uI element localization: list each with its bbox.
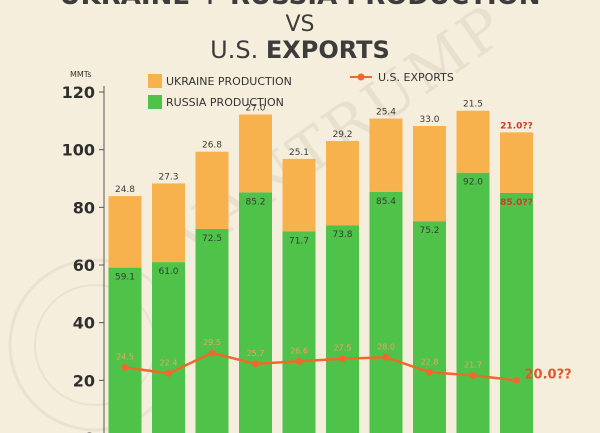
bar-label-russia: 59.1: [115, 273, 135, 283]
bar-russia: [326, 225, 359, 433]
exports-point: [208, 349, 216, 357]
bar-russia: [282, 231, 316, 433]
bar-ukraine: [369, 118, 403, 192]
bar-ukraine: [108, 196, 142, 268]
bar-ukraine: [152, 183, 185, 263]
legend-swatch-russia: [148, 95, 162, 109]
y-tick-label: 100: [62, 141, 95, 160]
bar-russia: [239, 192, 272, 433]
y-tick-label: 60: [73, 256, 95, 275]
bar-label-russia: 72.5: [202, 234, 222, 244]
y-tick-label: 20: [73, 371, 95, 390]
chart-title-line3: U.S. EXPORTS: [210, 36, 390, 64]
exports-point-label: 27.5: [334, 344, 352, 353]
bar-label-ukraine: 24.8: [115, 185, 135, 195]
exports-series-line: [124, 351, 517, 382]
chart-title-line1: UKRAINE + RUSSIA PRODUCTION: [60, 0, 541, 11]
exports-point-label: 21.7: [464, 360, 482, 369]
bar-label-ukraine: 33.0: [419, 115, 439, 125]
exports-point: [469, 371, 477, 379]
bar-label-ukraine: 27.3: [158, 172, 178, 182]
bar-label-ukraine: 26.8: [202, 141, 222, 151]
bar-russia: [413, 221, 446, 433]
exports-point: [513, 376, 520, 384]
bar-label-ukraine: 29.2: [332, 130, 352, 140]
bar-label-ukraine: 21.5: [463, 100, 483, 110]
exports-point-label: 24.5: [116, 352, 134, 361]
exports-point: [295, 357, 303, 365]
bar-label-russia: 61.0: [158, 267, 178, 277]
bar-label-russia: 75.2: [419, 226, 439, 236]
bar-russia: [369, 191, 403, 433]
exports-point-label: 25.7: [247, 349, 265, 358]
legend-label-ukraine: UKRAINE PRODUCTION: [166, 75, 292, 88]
y-tick-label: 120: [62, 83, 95, 102]
bar-label-ukraine: 25.4: [376, 108, 396, 118]
legend-swatch-ukraine: [148, 74, 162, 88]
bar-russia: [456, 172, 490, 433]
exports-point-label: 22.8: [421, 357, 439, 366]
legend: UKRAINE PRODUCTION RUSSIA PRODUCTION U.S…: [148, 71, 454, 109]
bar-ukraine: [326, 141, 359, 226]
chart-title-line3-bold: EXPORTS: [266, 36, 390, 64]
exports-point: [426, 368, 433, 376]
exports-point: [121, 363, 129, 371]
y-tick-label: 0: [84, 429, 95, 433]
y-tick-label: 80: [73, 198, 95, 217]
bar-russia: [500, 192, 533, 433]
bar-label-russia: 92.0: [463, 178, 483, 188]
exports-point: [252, 360, 259, 368]
bar-russia: [152, 262, 185, 433]
bar-label-russia: 73.8: [332, 230, 352, 240]
bar-label-russia: 85.4: [376, 197, 396, 207]
legend-label-russia: RUSSIA PRODUCTION: [166, 96, 284, 109]
bar-label-russia: 85.0??: [500, 198, 533, 208]
exports-point-label: 26.6: [290, 346, 308, 355]
bar-ukraine: [195, 151, 229, 229]
chart-title-line2: VS: [285, 12, 314, 37]
exports-line: 24.5 22.4 29.5 25.7 26.6 27.5 28.0 22.8 21.7 20.0…: [116, 338, 572, 384]
exports-point: [165, 369, 172, 377]
exports-point-label: 29.5: [203, 338, 221, 347]
bar-ukraine: [239, 114, 272, 193]
bar-ukraine: [456, 110, 490, 173]
bar-ukraine: [500, 132, 533, 193]
bar-ukraine: [413, 126, 446, 222]
bar-label-russia: 71.7: [289, 236, 309, 246]
bar-label-russia: 85.2: [245, 197, 265, 207]
exports-point: [339, 355, 346, 363]
y-unit-label: MMTs: [70, 70, 92, 79]
bar-label-ukraine: 21.0??: [500, 121, 533, 131]
bar-russia: [195, 228, 229, 433]
bar-russia: [108, 267, 142, 433]
exports-point-label: 20.0??: [525, 367, 572, 382]
exports-point-label: 28.0: [377, 342, 395, 351]
bar-ukraine: [282, 158, 316, 232]
chart-title-line3-prefix: U.S.: [210, 36, 266, 64]
legend-label-exports: U.S. EXPORTS: [378, 71, 454, 84]
bars: 59.1 24.8 61.0 27.3 72.5 26.8 85.2 27.0 71.7 25.1…: [108, 100, 533, 433]
exports-point: [382, 353, 390, 361]
exports-point-label: 22.4: [160, 358, 178, 367]
bar-label-ukraine: 25.1: [289, 148, 309, 158]
y-tick-label: 40: [73, 314, 95, 333]
legend-swatch-exports-marker: [357, 73, 365, 81]
y-ticks: 0 20 40 60 80 100 120: [62, 83, 104, 433]
bar-label-ukraine: 27.0: [245, 103, 265, 113]
